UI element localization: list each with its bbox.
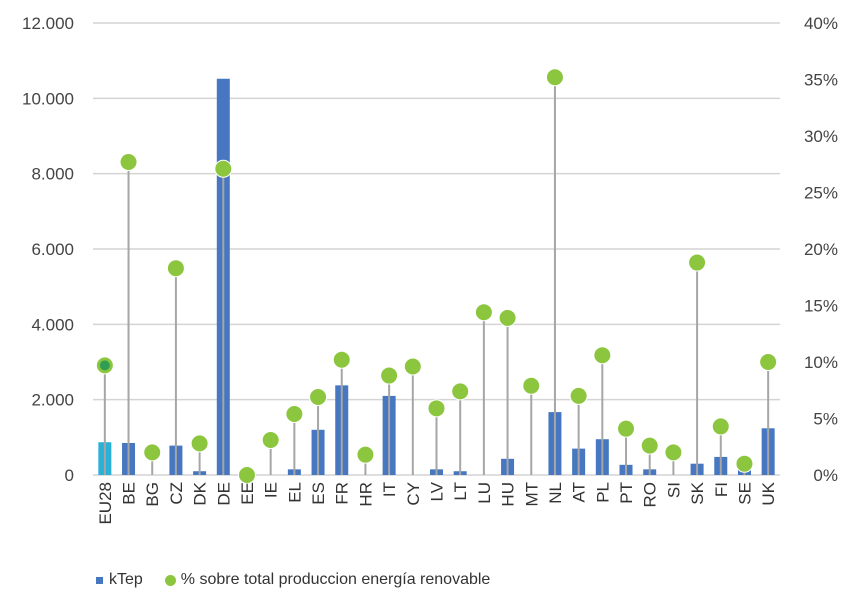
left-tick-label: 8.000	[31, 165, 74, 184]
category-label-se: SE	[735, 482, 754, 505]
dot-es	[309, 388, 328, 407]
dot-ro	[640, 436, 659, 455]
left-tick-label: 6.000	[31, 240, 74, 259]
dot-pl	[593, 346, 612, 365]
right-tick-label: 35%	[804, 71, 838, 90]
category-label-it: IT	[380, 482, 399, 497]
dot-cy	[403, 357, 422, 376]
category-label-lu: LU	[475, 482, 494, 504]
left-tick-label: 0	[65, 466, 74, 485]
category-label-cz: CZ	[167, 482, 186, 505]
dot-de	[214, 159, 233, 178]
legend-item-percent: % sobre total produccion energía renovab…	[164, 571, 491, 589]
category-label-lt: LT	[451, 482, 470, 501]
right-tick-label: 20%	[804, 240, 838, 259]
lollipop-dots	[95, 68, 778, 484]
dot-pt	[617, 419, 636, 438]
dot-it	[380, 366, 399, 385]
dot-lu	[474, 303, 493, 322]
category-label-ro: RO	[641, 482, 660, 508]
right-tick-label: 25%	[804, 184, 838, 203]
dot-mt	[522, 376, 541, 395]
legend: kTep % sobre total produccion energía re…	[96, 571, 512, 589]
dot-fr	[332, 350, 351, 369]
category-label-lv: LV	[428, 481, 447, 501]
dot-be	[119, 152, 138, 171]
dot-ie	[261, 430, 280, 449]
category-label-ie: IE	[262, 482, 281, 498]
dot-lt	[451, 382, 470, 401]
category-label-eu28: EU28	[96, 482, 115, 525]
category-label-at: AT	[570, 482, 589, 502]
category-label-uk: UK	[759, 481, 778, 505]
dot-dk	[190, 434, 209, 453]
category-label-nl: NL	[546, 482, 565, 504]
category-label-fr: FR	[333, 482, 352, 505]
legend-label-percent: % sobre total produccion energía renovab…	[180, 571, 491, 588]
gridlines	[93, 22, 780, 476]
dot-highlight-eu28	[99, 360, 110, 371]
left-tick-label: 10.000	[22, 89, 74, 108]
category-label-ee: EE	[238, 482, 257, 505]
dot-cz	[166, 259, 185, 278]
right-tick-label: 10%	[804, 353, 838, 372]
dot-swatch-icon	[164, 574, 176, 586]
category-label-dk: DK	[191, 481, 210, 505]
right-axis-ticks: 0% 5% 10% 15% 20% 25% 30% 35% 40%	[804, 14, 838, 485]
left-axis-ticks: 0 2.000 4.000 6.000 8.000 10.000 12.000	[22, 14, 74, 485]
legend-item-ktep: kTep	[96, 571, 143, 589]
dot-ee	[237, 466, 256, 484]
category-label-be: BE	[120, 482, 139, 505]
dot-hu	[498, 308, 517, 327]
category-label-el: EL	[285, 482, 304, 503]
dot-at	[569, 386, 588, 405]
category-label-hr: HR	[356, 482, 375, 507]
category-label-pl: PL	[593, 482, 612, 503]
category-label-pt: PT	[617, 482, 636, 504]
left-tick-label: 12.000	[22, 14, 74, 33]
category-label-mt: MT	[522, 482, 541, 507]
category-label-si: SI	[664, 482, 683, 498]
bar-swatch-icon	[96, 576, 103, 584]
category-label-bg: BG	[143, 482, 162, 507]
dot-lv	[427, 399, 446, 418]
dot-bg	[143, 443, 162, 462]
category-labels: EU28 BE BG CZ DK DE EE IE EL ES FR HR IT CY LV LT LU HU MT…	[96, 481, 778, 524]
dot-uk	[759, 353, 778, 371]
dot-sk	[688, 253, 707, 272]
dot-hr	[356, 445, 375, 464]
left-tick-label: 2.000	[31, 391, 74, 410]
right-tick-label: 0%	[813, 466, 838, 485]
category-label-fi: FI	[712, 482, 731, 497]
right-tick-label: 40%	[804, 14, 838, 33]
category-label-hu: HU	[499, 482, 518, 507]
dot-se	[735, 454, 754, 473]
category-label-es: ES	[309, 482, 328, 505]
category-label-de: DE	[214, 482, 233, 506]
legend-label-ktep: kTep	[109, 571, 143, 588]
dot-si	[664, 443, 683, 462]
right-tick-label: 30%	[804, 127, 838, 146]
left-tick-label: 4.000	[31, 315, 74, 334]
right-tick-label: 15%	[804, 297, 838, 316]
lollipop-stems	[103, 77, 770, 475]
dot-nl	[545, 68, 564, 87]
category-label-cy: CY	[404, 482, 423, 506]
dot-el	[285, 404, 304, 423]
right-tick-label: 5%	[813, 410, 838, 429]
dot-fi	[711, 417, 730, 436]
category-label-sk: SK	[688, 481, 707, 504]
